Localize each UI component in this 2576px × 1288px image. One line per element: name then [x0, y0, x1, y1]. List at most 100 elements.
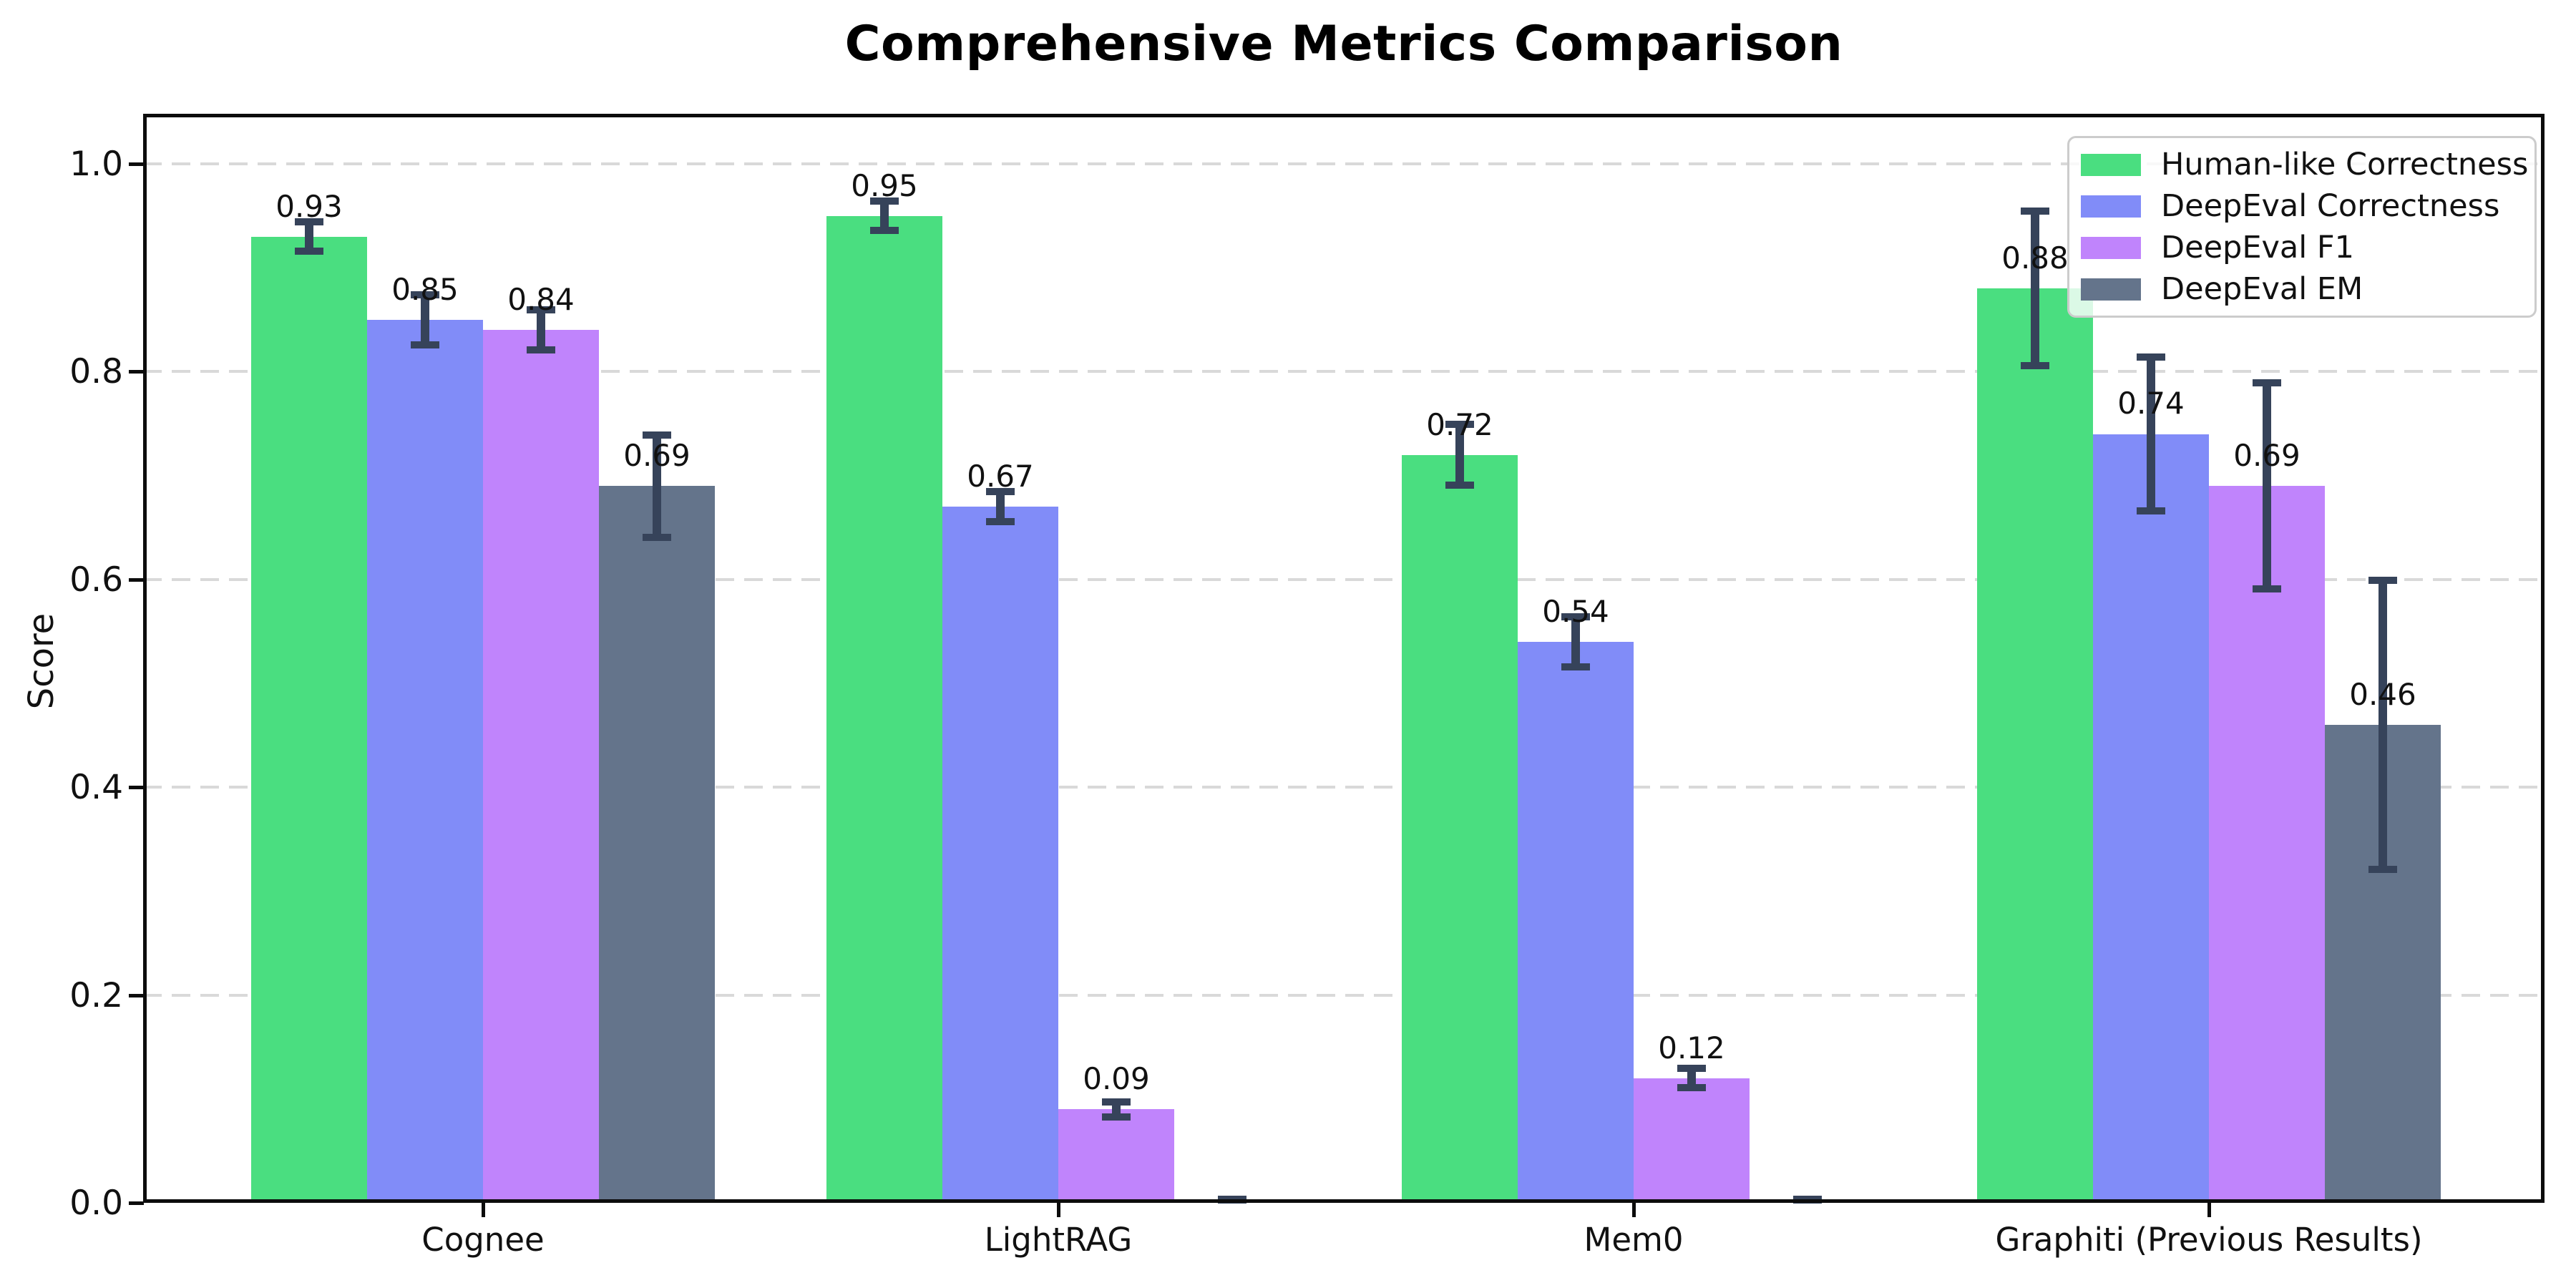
legend-item-deepeval-correctness: DeepEval Correctness [2081, 188, 2527, 224]
error-bar-stem [2263, 381, 2271, 590]
legend-swatch-deepeval-f1 [2081, 236, 2141, 259]
x-tick-mark-cognee [482, 1203, 485, 1217]
legend-label: DeepEval EM [2161, 271, 2363, 307]
value-label-deepeval-em-cognee: 0.69 [623, 438, 691, 474]
error-bar-cap-bottom [870, 227, 899, 235]
legend-item-human-like-correctness: Human-like Correctness [2081, 147, 2529, 182]
y-tick-label-0.6: 0.6 [69, 560, 123, 600]
bar-human-like-correctness-graphiti-previous-results [1977, 288, 2093, 1203]
value-label-human-like-correctness-mem0: 0.72 [1426, 406, 1493, 442]
error-bar-cap-top [295, 218, 323, 225]
x-tick-label-mem0: Mem0 [1584, 1221, 1684, 1259]
legend-swatch-deepeval-em [2081, 278, 2141, 301]
bar-deepeval-em-cognee [599, 486, 715, 1203]
legend-swatch-human-like-correctness [2081, 153, 2141, 176]
error-bar-cap-top [1445, 421, 1474, 428]
error-bar-cap-bottom [1102, 1113, 1131, 1121]
y-tick-mark-0.8 [129, 370, 144, 374]
error-bar-stem [653, 434, 661, 538]
value-label-deepeval-f1-graphiti-previous-results: 0.69 [2233, 438, 2301, 474]
bar-human-like-correctness-cognee [251, 236, 367, 1203]
bar-deepeval-correctness-lightrag [942, 507, 1058, 1203]
error-bar-cap-bottom [295, 248, 323, 255]
value-label-deepeval-correctness-graphiti-previous-results: 0.74 [2117, 386, 2185, 421]
x-tick-mark-graphiti-previous-results [2207, 1203, 2211, 1217]
bar-deepeval-f1-cognee [483, 330, 599, 1203]
error-bar-cap-top [411, 291, 439, 298]
error-bar-stem [305, 220, 313, 253]
legend-item-deepeval-f1: DeepEval F1 [2081, 230, 2527, 265]
gridline-1.0 [143, 162, 2545, 165]
error-bar-cap-top [643, 431, 671, 439]
value-label-human-like-correctness-lightrag: 0.95 [851, 167, 918, 203]
error-bar-cap-top [2368, 576, 2397, 584]
error-bar-cap-bottom [1677, 1084, 1706, 1092]
error-bar-cap-top [986, 488, 1015, 496]
error-bar-cap-bottom [1793, 1196, 1822, 1204]
error-bar-cap-top [1677, 1065, 1706, 1073]
value-label-human-like-correctness-cognee: 0.93 [275, 188, 343, 224]
error-bar-cap-bottom [1561, 663, 1590, 671]
bar-deepeval-correctness-mem0 [1518, 641, 1634, 1203]
error-bar-stem [2031, 210, 2039, 367]
y-tick-mark-0.6 [129, 577, 144, 582]
error-bar-cap-bottom [527, 346, 555, 354]
y-tick-label-0.4: 0.4 [69, 768, 123, 808]
y-tick-mark-0.4 [129, 786, 144, 790]
error-bar-cap-top [1561, 613, 1590, 620]
bar-human-like-correctness-lightrag [826, 215, 942, 1203]
x-tick-label-graphiti-previous-results: Graphiti (Previous Results) [1995, 1221, 2423, 1259]
chart-title: Comprehensive Metrics Comparison [844, 16, 1843, 72]
y-tick-mark-0.0 [129, 1201, 144, 1205]
error-bar-cap-bottom [2137, 507, 2165, 515]
error-bar-cap-bottom [643, 533, 671, 541]
gridline-0.8 [143, 370, 2545, 374]
value-label-human-like-correctness-graphiti-previous-results: 0.88 [2001, 240, 2069, 276]
bar-deepeval-f1-lightrag [1058, 1109, 1174, 1203]
gridline-0.6 [143, 577, 2545, 581]
error-bar-cap-top [2253, 379, 2281, 386]
error-bar-cap-bottom [2368, 866, 2397, 874]
y-tick-label-1.0: 1.0 [69, 145, 123, 184]
legend-label: DeepEval F1 [2161, 230, 2354, 265]
bar-deepeval-correctness-graphiti-previous-results [2093, 434, 2209, 1203]
error-bar-stem [1455, 424, 1464, 487]
error-bar-stem [421, 293, 429, 346]
error-bar-cap-bottom [2021, 362, 2049, 370]
legend-swatch-deepeval-correctness [2081, 195, 2141, 218]
gridline-0.4 [143, 786, 2545, 789]
legend-label: Human-like Correctness [2161, 147, 2529, 182]
error-bar-cap-top [1102, 1098, 1131, 1106]
value-label-deepeval-f1-cognee: 0.84 [507, 282, 575, 318]
error-bar-stem [2147, 356, 2155, 512]
value-label-deepeval-correctness-cognee: 0.85 [391, 271, 459, 307]
error-bar-cap-top [2021, 208, 2049, 215]
value-label-deepeval-f1-lightrag: 0.09 [1083, 1061, 1150, 1097]
error-bar-cap-top [2137, 353, 2165, 361]
bar-deepeval-f1-mem0 [1634, 1078, 1750, 1203]
y-tick-mark-0.2 [129, 993, 144, 997]
value-label-deepeval-f1-mem0: 0.12 [1658, 1030, 1725, 1065]
bar-human-like-correctness-mem0 [1402, 454, 1518, 1203]
error-bar-stem [996, 491, 1005, 522]
x-tick-mark-lightrag [1057, 1203, 1060, 1217]
error-bar-stem [2379, 579, 2387, 871]
error-bar-cap-top [870, 197, 899, 205]
error-bar-stem [537, 309, 545, 351]
y-tick-label-0.0: 0.0 [69, 1184, 123, 1223]
error-bar-stem [880, 200, 889, 232]
x-tick-mark-mem0 [1632, 1203, 1636, 1217]
bar-deepeval-correctness-cognee [367, 319, 483, 1203]
error-bar-stem [1571, 615, 1580, 668]
legend-label: DeepEval Correctness [2161, 188, 2500, 224]
error-bar-cap-bottom [1445, 482, 1474, 489]
bar-deepeval-f1-graphiti-previous-results [2209, 486, 2325, 1203]
error-bar-cap-bottom [411, 341, 439, 349]
error-bar-cap-bottom [2253, 585, 2281, 593]
y-tick-mark-1.0 [129, 162, 144, 166]
legend: Human-like Correctness DeepEval Correctne… [2067, 136, 2537, 318]
legend-item-deepeval-em: DeepEval EM [2081, 271, 2527, 307]
error-bar-cap-bottom [986, 517, 1015, 525]
gridline-0.2 [143, 993, 2545, 997]
